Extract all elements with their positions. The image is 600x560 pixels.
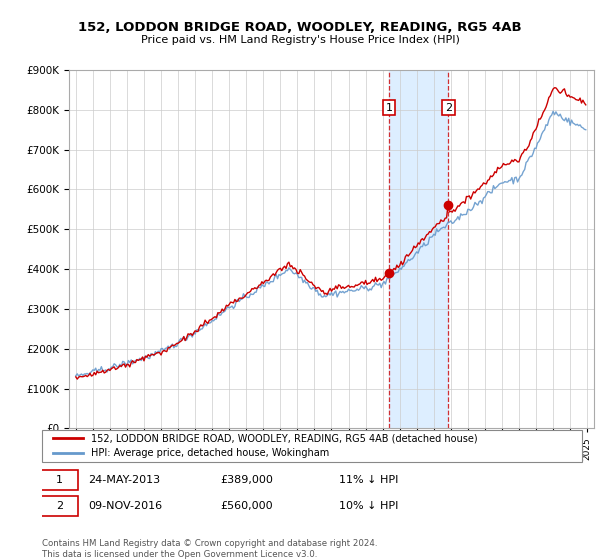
- Text: 2: 2: [445, 102, 452, 113]
- FancyBboxPatch shape: [42, 430, 582, 462]
- Text: Price paid vs. HM Land Registry's House Price Index (HPI): Price paid vs. HM Land Registry's House …: [140, 35, 460, 45]
- Text: £560,000: £560,000: [220, 501, 273, 511]
- Text: 10% ↓ HPI: 10% ↓ HPI: [339, 501, 398, 511]
- Text: £389,000: £389,000: [220, 475, 273, 485]
- Text: 152, LODDON BRIDGE ROAD, WOODLEY, READING, RG5 4AB (detached house): 152, LODDON BRIDGE ROAD, WOODLEY, READIN…: [91, 433, 477, 444]
- Text: 1: 1: [56, 475, 63, 485]
- Text: 24-MAY-2013: 24-MAY-2013: [88, 475, 160, 485]
- Text: Contains HM Land Registry data © Crown copyright and database right 2024.
This d: Contains HM Land Registry data © Crown c…: [42, 539, 377, 559]
- Text: 11% ↓ HPI: 11% ↓ HPI: [339, 475, 398, 485]
- FancyBboxPatch shape: [41, 496, 77, 516]
- Text: HPI: Average price, detached house, Wokingham: HPI: Average price, detached house, Woki…: [91, 448, 329, 458]
- Text: 2: 2: [56, 501, 63, 511]
- Text: 09-NOV-2016: 09-NOV-2016: [88, 501, 162, 511]
- Text: 152, LODDON BRIDGE ROAD, WOODLEY, READING, RG5 4AB: 152, LODDON BRIDGE ROAD, WOODLEY, READIN…: [78, 21, 522, 34]
- Bar: [389, 70, 448, 428]
- FancyBboxPatch shape: [41, 470, 77, 490]
- Text: 1: 1: [386, 102, 392, 113]
